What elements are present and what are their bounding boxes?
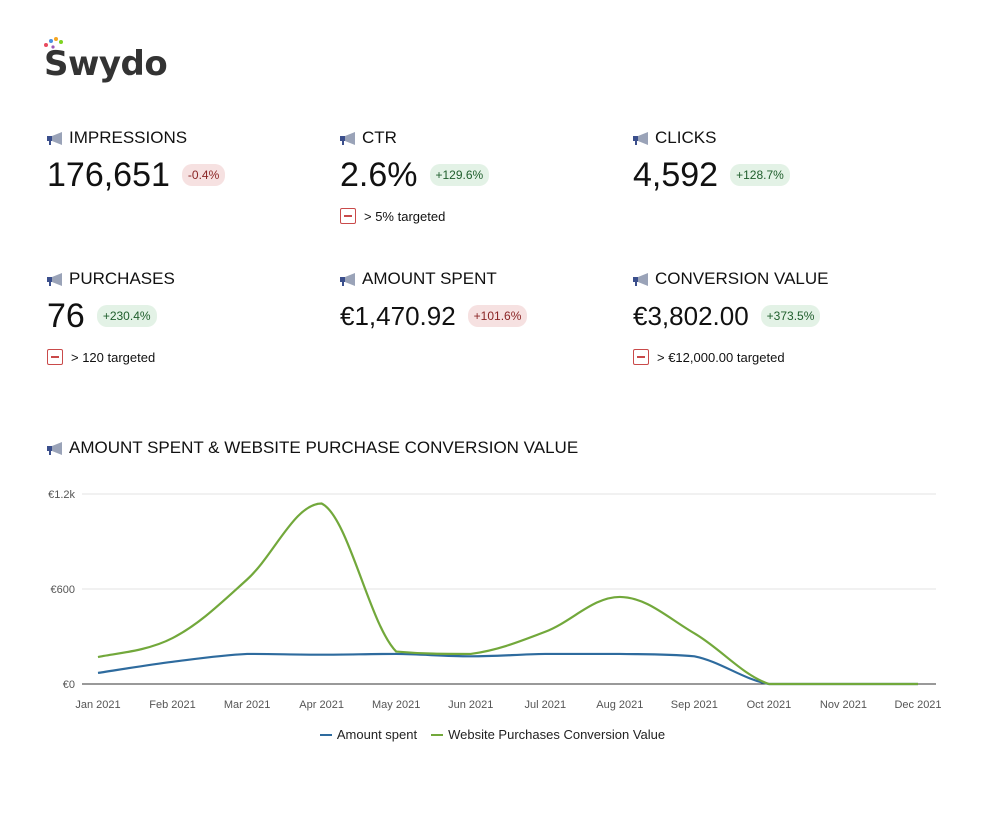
kpi-value: 176,651 — [47, 156, 170, 194]
legend-item-conversion-value[interactable]: Website Purchases Conversion Value — [431, 727, 665, 742]
kpi-value: 2.6% — [340, 156, 418, 194]
kpi-amount-spent: AMOUNT SPENT €1,470.92 +101.6% — [340, 269, 620, 336]
chart-title-text: AMOUNT SPENT & WEBSITE PURCHASE CONVERSI… — [69, 438, 579, 457]
target-text: > 120 targeted — [71, 349, 156, 365]
logo-spark-icon — [44, 37, 63, 49]
x-tick-label: Nov 2021 — [820, 699, 867, 711]
x-tick-label: Mar 2021 — [224, 699, 270, 711]
change-badge: +230.4% — [96, 305, 157, 327]
target-indicator: > 5% targeted — [340, 207, 620, 225]
x-tick-label: May 2021 — [372, 699, 420, 711]
x-tick-label: Dec 2021 — [894, 699, 941, 711]
x-tick-label: Jul 2021 — [524, 699, 566, 711]
kpi-title: AMOUNT SPENT — [362, 269, 497, 288]
change-badge: +373.5% — [760, 305, 821, 327]
x-tick-label: Jun 2021 — [448, 699, 493, 711]
series-line-conversion-value — [97, 502, 918, 686]
kpi-value: €3,802.00 — [633, 301, 749, 331]
y-tick-label: €600 — [51, 584, 75, 596]
megaphone-icon — [47, 131, 62, 145]
kpi-conversion-value: CONVERSION VALUE €3,802.00 +373.5% > €12,… — [633, 269, 913, 366]
megaphone-icon — [633, 272, 648, 286]
kpi-ctr: CTR 2.6% +129.6% > 5% targeted — [340, 128, 620, 225]
x-tick-label: Feb 2021 — [149, 699, 195, 711]
legend-swatch — [319, 733, 332, 736]
kpi-title: CLICKS — [655, 128, 717, 147]
megaphone-icon — [47, 441, 62, 455]
chart-title: AMOUNT SPENT & WEBSITE PURCHASE CONVERSI… — [47, 438, 578, 458]
change-badge: +129.6% — [429, 164, 490, 186]
target-indicator: > 120 targeted — [47, 348, 327, 366]
megaphone-icon — [340, 131, 355, 145]
series-line-amount-spent — [97, 652, 918, 686]
legend-label: Website Purchases Conversion Value — [448, 727, 666, 742]
target-miss-icon — [633, 349, 649, 365]
target-text: > €12,000.00 targeted — [657, 349, 785, 365]
kpi-value: 76 — [47, 297, 85, 335]
legend-swatch — [431, 733, 444, 736]
kpi-clicks: CLICKS 4,592 +128.7% — [633, 128, 913, 195]
x-tick-label: Aug 2021 — [596, 699, 643, 711]
target-indicator: > €12,000.00 targeted — [633, 348, 913, 366]
swydo-logo: Swydo — [42, 36, 172, 92]
kpi-value: €1,470.92 — [340, 301, 456, 331]
kpi-title: IMPRESSIONS — [69, 128, 188, 147]
kpi-purchases: PURCHASES 76 +230.4% > 120 targeted — [47, 269, 327, 366]
line-chart: €0 €600 €1.2k Jan 2021 Feb 2021 Mar 2021 Apr 2… — [48, 489, 941, 711]
change-badge: +101.6% — [467, 305, 528, 327]
x-tick-label: Oct 2021 — [747, 699, 792, 711]
logo-text: Swydo — [44, 44, 168, 84]
megaphone-icon — [47, 272, 62, 286]
target-text: > 5% targeted — [364, 208, 446, 224]
change-badge: +128.7% — [730, 164, 790, 186]
x-tick-label: Sep 2021 — [671, 699, 718, 711]
kpi-title: CONVERSION VALUE — [655, 269, 829, 288]
kpi-title: PURCHASES — [69, 269, 175, 288]
legend-item-amount-spent[interactable]: Amount spent — [319, 727, 418, 742]
change-badge: -0.4% — [181, 164, 226, 186]
y-tick-label: €0 — [63, 679, 75, 691]
kpi-impressions: IMPRESSIONS 176,651 -0.4% — [47, 128, 327, 195]
chart-legend: Amount spent Website Purchases Conversio… — [0, 727, 985, 742]
megaphone-icon — [340, 272, 355, 286]
kpi-value: 4,592 — [633, 156, 719, 194]
kpi-title: CTR — [362, 128, 397, 147]
x-tick-label: Jan 2021 — [75, 699, 120, 711]
y-tick-label: €1.2k — [48, 489, 75, 501]
legend-label: Amount spent — [336, 727, 418, 742]
target-miss-icon — [340, 208, 356, 224]
x-tick-label: Apr 2021 — [299, 699, 344, 711]
megaphone-icon — [633, 131, 648, 145]
target-miss-icon — [47, 349, 63, 365]
